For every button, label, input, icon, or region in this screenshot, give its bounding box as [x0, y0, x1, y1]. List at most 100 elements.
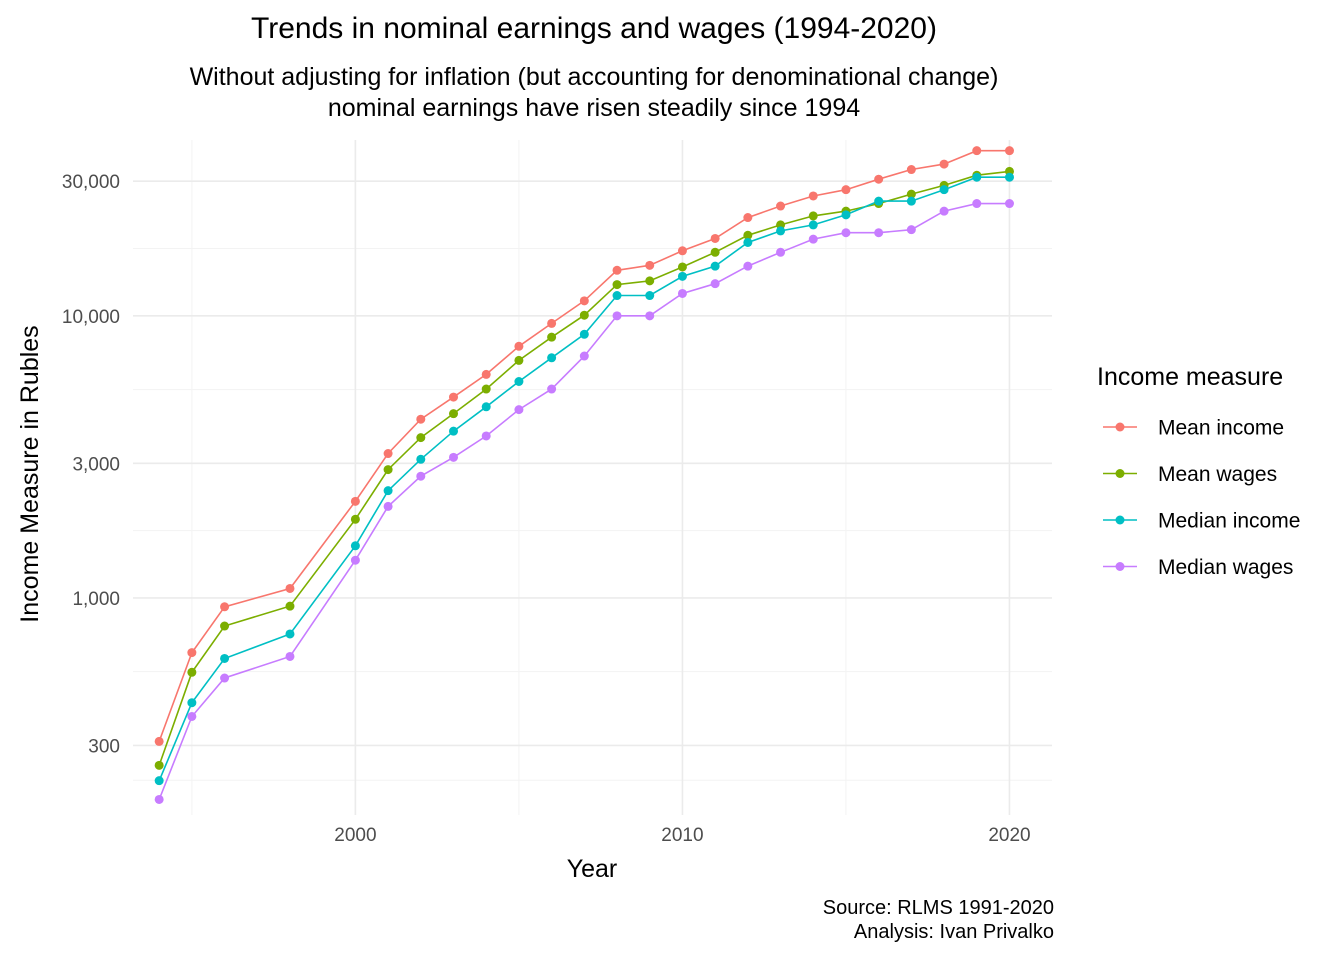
series-line	[158, 202, 1010, 800]
caption-analysis: Analysis: Ivan Privalko	[853, 921, 1054, 943]
data-point	[449, 392, 459, 402]
data-point	[972, 199, 982, 209]
data-point	[743, 213, 753, 223]
data-point	[547, 332, 557, 342]
x-axis-title: Year	[567, 855, 618, 883]
data-point	[841, 228, 851, 238]
data-point	[154, 776, 164, 786]
data-point	[612, 280, 622, 290]
data-point	[1004, 172, 1014, 182]
data-point	[1004, 199, 1014, 209]
data-point	[939, 185, 949, 195]
data-point	[874, 228, 884, 238]
minor-gridlines	[133, 140, 1052, 815]
data-point	[710, 279, 720, 289]
y-tick-label: 10,000	[62, 307, 120, 328]
legend-label: Median wages	[1158, 556, 1293, 579]
data-point	[906, 196, 916, 206]
data-point	[220, 673, 230, 683]
legend-label: Mean income	[1158, 417, 1284, 440]
legend-title: Income measure	[1097, 363, 1283, 391]
y-tick-label: 300	[88, 736, 120, 757]
data-point	[710, 247, 720, 257]
data-point	[220, 653, 230, 663]
data-point	[776, 247, 786, 257]
data-point	[514, 355, 524, 365]
x-tick-label: 2020	[988, 825, 1030, 846]
data-point	[514, 405, 524, 415]
data-point	[808, 191, 818, 201]
data-point	[677, 271, 687, 281]
data-point	[220, 602, 230, 612]
data-point	[645, 260, 655, 270]
data-point	[481, 369, 491, 379]
data-point	[612, 311, 622, 321]
data-point	[906, 189, 916, 199]
data-point	[547, 384, 557, 394]
data-point	[579, 296, 589, 306]
data-point	[481, 402, 491, 412]
series-line	[158, 149, 1010, 742]
data-point	[514, 341, 524, 351]
series-line	[158, 170, 1010, 766]
legend-label: Mean wages	[1158, 463, 1277, 486]
data-point	[154, 736, 164, 746]
data-point	[612, 265, 622, 275]
data-point	[808, 220, 818, 230]
data-point	[154, 794, 164, 804]
data-point	[154, 760, 164, 770]
data-point	[939, 206, 949, 216]
data-point	[710, 261, 720, 271]
y-tick-label: 3,000	[72, 454, 120, 475]
data-point	[514, 377, 524, 387]
data-point	[285, 629, 295, 639]
x-axis-tick-labels: 2000 2010 2020	[334, 825, 1030, 846]
data-point	[547, 353, 557, 363]
data-point	[579, 310, 589, 320]
data-point	[449, 426, 459, 436]
data-point	[874, 196, 884, 206]
data-point	[350, 496, 360, 506]
data-point	[350, 514, 360, 524]
data-point	[612, 291, 622, 301]
data-point	[383, 501, 393, 511]
data-point	[841, 185, 851, 195]
data-point	[874, 174, 884, 184]
chart-title: Trends in nominal earnings and wages (19…	[251, 12, 937, 45]
legend-key-point	[1115, 422, 1125, 432]
data-point	[449, 409, 459, 419]
data-point	[285, 601, 295, 611]
data-point	[547, 318, 557, 328]
data-point	[416, 414, 426, 424]
data-point	[416, 433, 426, 443]
data-point	[776, 201, 786, 211]
data-point	[972, 172, 982, 182]
data-point	[677, 246, 687, 256]
data-point	[906, 225, 916, 235]
data-point	[220, 621, 230, 631]
data-point	[187, 698, 197, 708]
data-point	[383, 486, 393, 496]
data-point	[808, 211, 818, 221]
subtitle-line-2: nominal earnings have risen steadily sin…	[327, 94, 861, 122]
x-tick-label: 2010	[661, 825, 703, 846]
data-point	[187, 667, 197, 677]
data-point	[972, 146, 982, 156]
data-point	[743, 261, 753, 271]
data-point	[285, 583, 295, 593]
data-point	[743, 237, 753, 247]
data-point	[677, 288, 687, 298]
data-point	[285, 651, 295, 661]
x-tick-label: 2000	[334, 825, 376, 846]
legend-key-point	[1115, 515, 1125, 525]
data-point	[416, 454, 426, 464]
subtitle-line-1: Without adjusting for inflation (but acc…	[189, 63, 999, 91]
data-point	[1004, 146, 1014, 156]
data-point	[383, 465, 393, 475]
y-tick-label: 1,000	[72, 589, 120, 610]
legend-key-point	[1115, 562, 1125, 571]
data-point	[350, 555, 360, 565]
data-point	[579, 351, 589, 361]
data-point	[841, 210, 851, 220]
